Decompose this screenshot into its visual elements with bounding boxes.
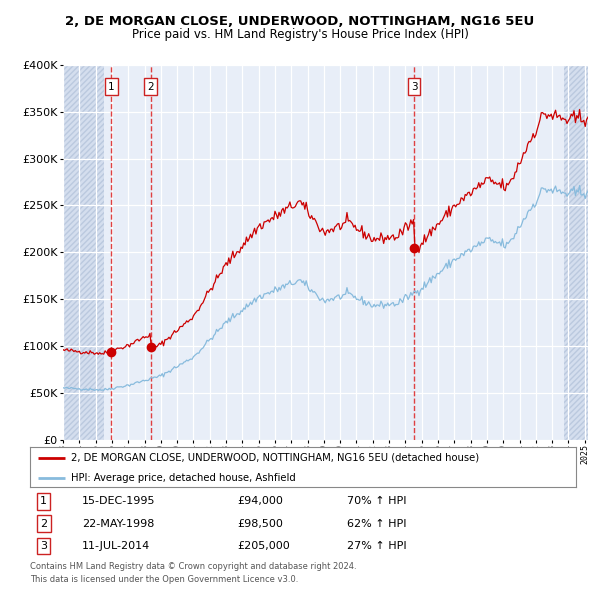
Text: 15-DEC-1995: 15-DEC-1995 bbox=[82, 496, 155, 506]
Text: 2, DE MORGAN CLOSE, UNDERWOOD, NOTTINGHAM, NG16 5EU: 2, DE MORGAN CLOSE, UNDERWOOD, NOTTINGHA… bbox=[65, 15, 535, 28]
Text: This data is licensed under the Open Government Licence v3.0.: This data is licensed under the Open Gov… bbox=[30, 575, 298, 584]
Text: HPI: Average price, detached house, Ashfield: HPI: Average price, detached house, Ashf… bbox=[71, 473, 296, 483]
Text: 3: 3 bbox=[40, 541, 47, 551]
Text: 3: 3 bbox=[411, 81, 418, 91]
Text: 27% ↑ HPI: 27% ↑ HPI bbox=[347, 541, 406, 551]
Text: 62% ↑ HPI: 62% ↑ HPI bbox=[347, 519, 406, 529]
Text: 11-JUL-2014: 11-JUL-2014 bbox=[82, 541, 150, 551]
Text: 1: 1 bbox=[40, 496, 47, 506]
Text: 2, DE MORGAN CLOSE, UNDERWOOD, NOTTINGHAM, NG16 5EU (detached house): 2, DE MORGAN CLOSE, UNDERWOOD, NOTTINGHA… bbox=[71, 453, 479, 463]
Text: £205,000: £205,000 bbox=[238, 541, 290, 551]
Text: Price paid vs. HM Land Registry's House Price Index (HPI): Price paid vs. HM Land Registry's House … bbox=[131, 28, 469, 41]
Text: £94,000: £94,000 bbox=[238, 496, 283, 506]
Text: 70% ↑ HPI: 70% ↑ HPI bbox=[347, 496, 406, 506]
Text: £98,500: £98,500 bbox=[238, 519, 283, 529]
Text: 22-MAY-1998: 22-MAY-1998 bbox=[82, 519, 154, 529]
Text: 2: 2 bbox=[40, 519, 47, 529]
Text: Contains HM Land Registry data © Crown copyright and database right 2024.: Contains HM Land Registry data © Crown c… bbox=[30, 562, 356, 571]
Text: 1: 1 bbox=[108, 81, 115, 91]
Text: 2: 2 bbox=[148, 81, 154, 91]
